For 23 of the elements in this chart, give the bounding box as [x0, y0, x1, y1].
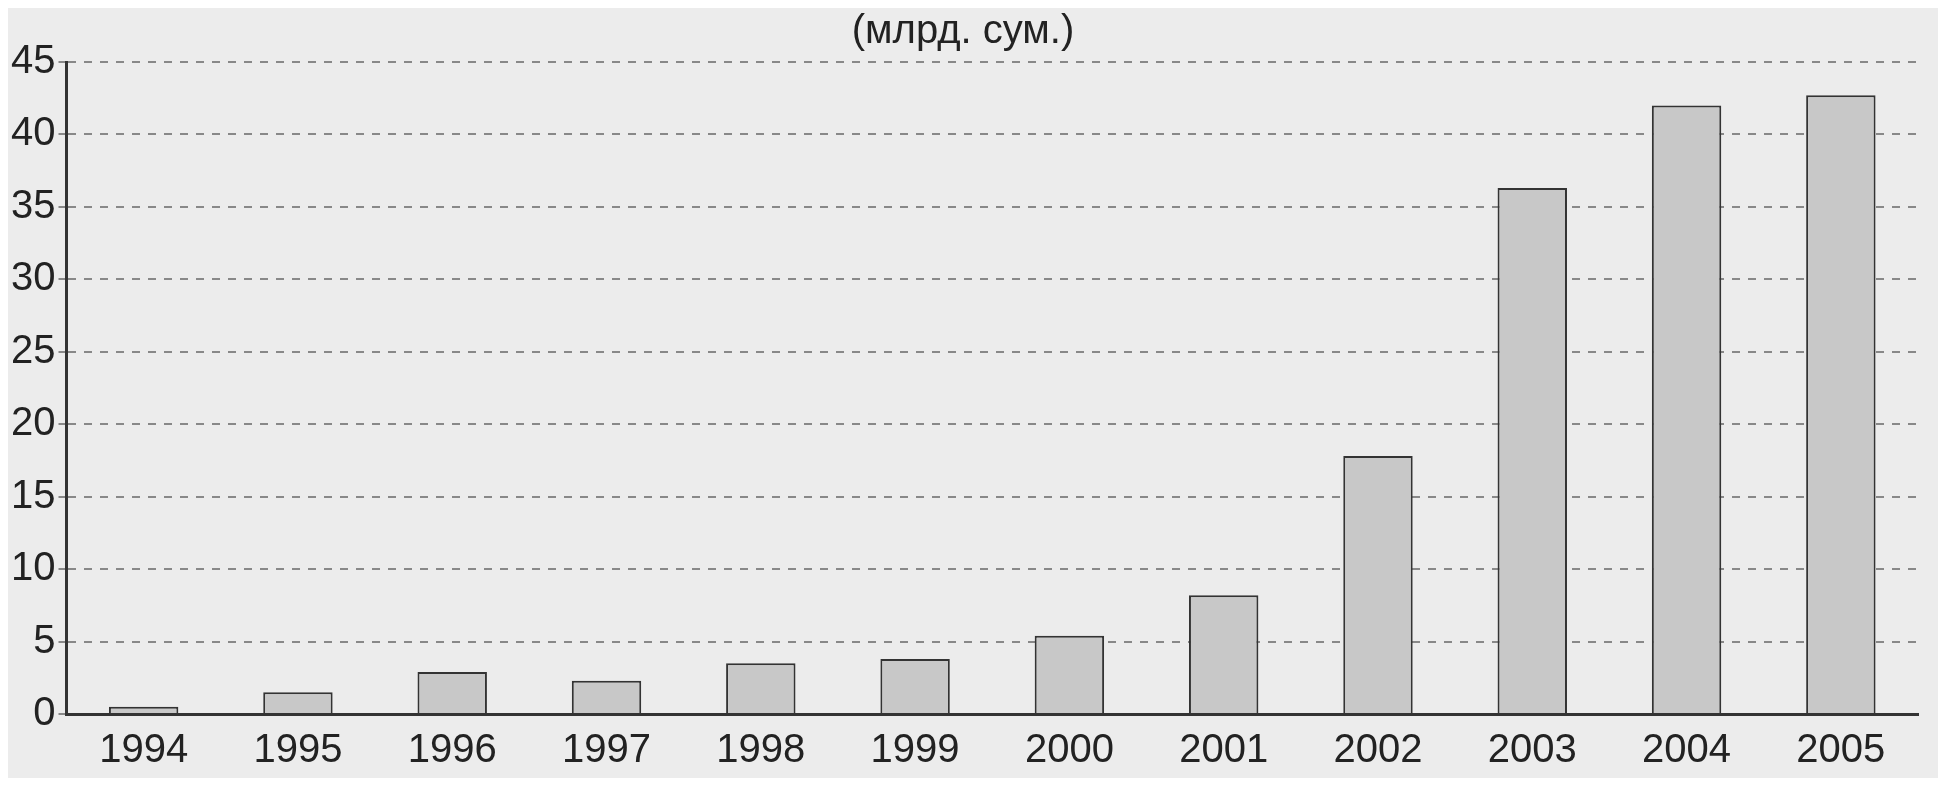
chart-title: (млрд. сум.): [851, 7, 1075, 52]
x-tick-label: 2004: [1642, 726, 1732, 771]
y-tick-label: 40: [10, 109, 56, 154]
x-tick-label: 1997: [562, 726, 652, 771]
x-tick-label: 2001: [1179, 726, 1269, 771]
x-tick-label: 1996: [407, 726, 497, 771]
x-tick-label: 1998: [716, 726, 806, 771]
x-tick-label: 1994: [99, 726, 189, 771]
y-tick-label: 30: [10, 254, 56, 299]
x-tick-label: 2000: [1024, 726, 1114, 771]
y-tick-label: 15: [10, 471, 56, 516]
y-tick-label: 0: [33, 689, 56, 734]
x-tick-label: 2003: [1487, 726, 1577, 771]
x-tick-label: 1995: [253, 726, 343, 771]
y-tick-label: 35: [10, 181, 56, 226]
x-tick-label: 2002: [1333, 726, 1423, 771]
x-tick-label: 1999: [870, 726, 960, 771]
y-tick-label: 25: [10, 326, 56, 371]
y-tick-label: 45: [10, 37, 56, 82]
y-tick-label: 20: [10, 399, 56, 444]
x-tick-label: 2005: [1796, 726, 1886, 771]
y-tick-label: 10: [10, 544, 56, 589]
y-tick-label: 5: [33, 616, 56, 661]
